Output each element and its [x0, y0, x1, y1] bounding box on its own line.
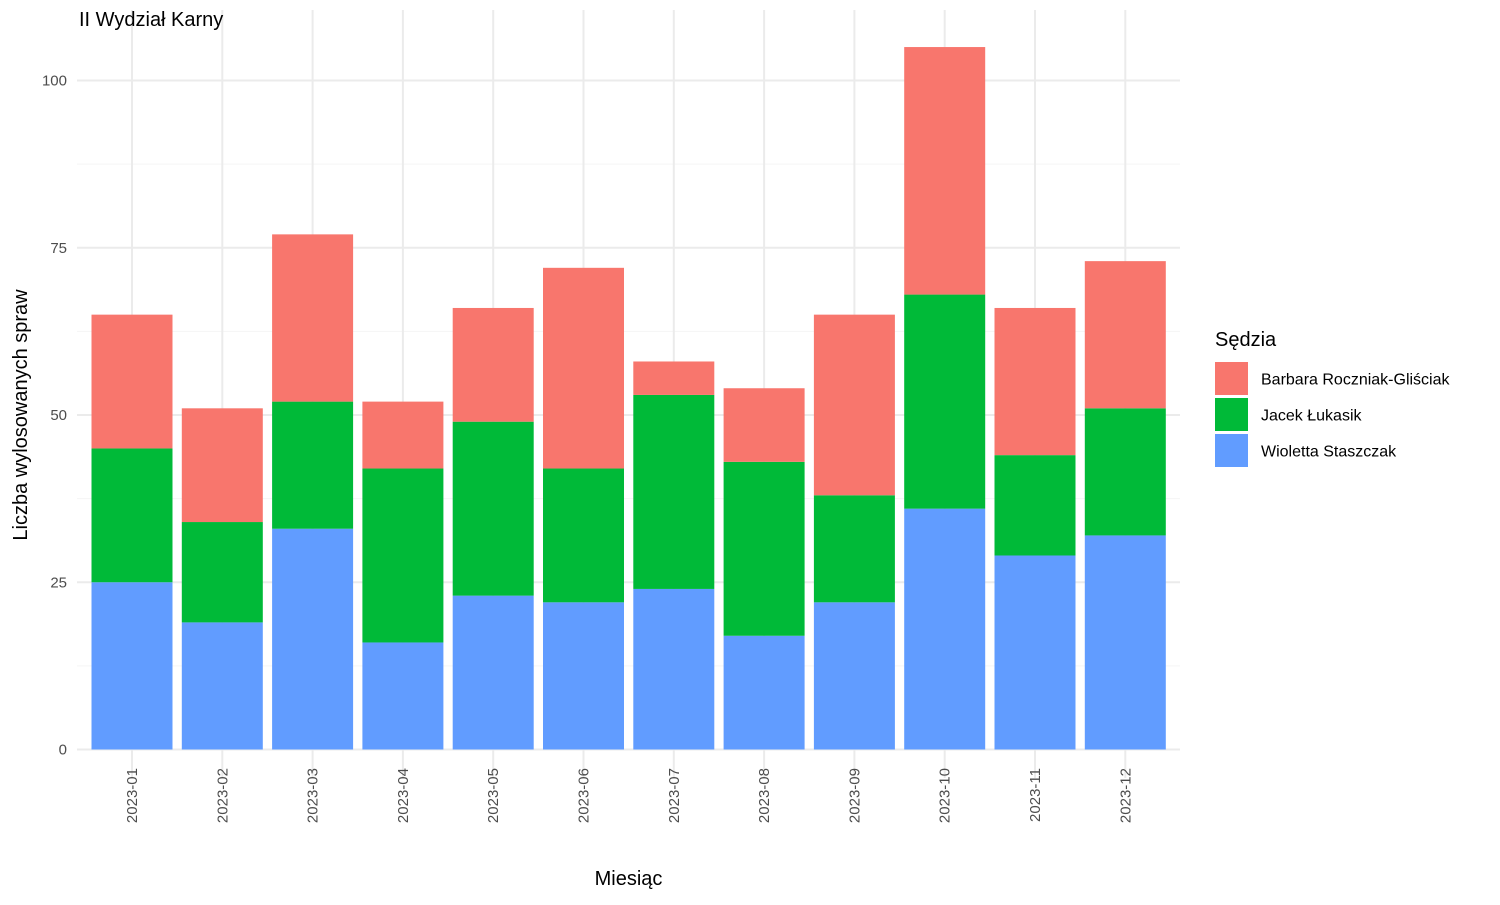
legend-key	[1215, 434, 1248, 467]
x-tick-label: 2023-02	[214, 768, 231, 823]
legend-key	[1215, 398, 1248, 431]
bar-segment: Jacek Łukasik 2023-04: 26	[362, 468, 444, 643]
x-tick-label: 2023-06	[576, 768, 593, 823]
y-tick-label: 0	[59, 742, 67, 759]
bar-segment: Wioletta Staszczak 2023-08: 17	[723, 635, 805, 750]
x-axis-ticks: 2023-01 2023-02 2023-03 2023-04 2023-05 2023-…	[124, 768, 1134, 823]
bar-segment: Jacek Łukasik 2023-02: 15	[181, 522, 263, 623]
bar-segment: Wioletta Staszczak 2023-10: 36	[904, 508, 986, 750]
bar-segment: Wioletta Staszczak 2023-02: 19	[181, 622, 263, 750]
y-tick-label: 50	[50, 407, 67, 424]
bar-segment: Barbara Roczniak-Gliściak 2023-11: 22	[994, 307, 1076, 456]
x-tick-label: 2023-12	[1117, 768, 1134, 823]
bar-segment: Jacek Łukasik 2023-07: 29	[633, 394, 715, 589]
legend-label: Barbara Roczniak-Gliściak	[1261, 372, 1451, 389]
legend-label: Jacek Łukasik	[1261, 408, 1362, 425]
bar-segment: Jacek Łukasik 2023-11: 15	[994, 455, 1076, 556]
x-tick-label: 2023-03	[305, 768, 322, 823]
bar-segment: Wioletta Staszczak 2023-03: 33	[272, 528, 354, 750]
y-tick-label: 25	[50, 574, 67, 591]
y-axis-ticks: 0 25 50 75 100	[42, 73, 67, 759]
bar-segment: Barbara Roczniak-Gliściak 2023-10: 37	[904, 47, 986, 295]
legend-title: Sędzia	[1215, 329, 1277, 351]
bar-segment: Jacek Łukasik 2023-09: 16	[813, 495, 895, 603]
y-tick-label: 100	[42, 73, 67, 90]
bar-segment: Jacek Łukasik 2023-08: 26	[723, 461, 805, 636]
bar-segment: Wioletta Staszczak 2023-05: 23	[452, 595, 534, 750]
bar-segment: Jacek Łukasik 2023-06: 20	[543, 468, 624, 603]
bars: Wioletta Staszczak 2023-01: 25Jacek Łuka…	[91, 47, 1166, 750]
bar-segment: Wioletta Staszczak 2023-06: 22	[543, 602, 624, 750]
bar-segment: Barbara Roczniak-Gliściak 2023-08: 11	[723, 388, 805, 462]
x-axis-title: Miesiąc	[595, 868, 663, 890]
bar-segment: Barbara Roczniak-Gliściak 2023-03: 25	[272, 234, 354, 402]
bar-segment: Barbara Roczniak-Gliściak 2023-09: 27	[813, 314, 895, 496]
bar-segment: Wioletta Staszczak 2023-07: 24	[633, 588, 715, 750]
bar-segment: Jacek Łukasik 2023-12: 19	[1084, 408, 1166, 536]
bar-segment: Wioletta Staszczak 2023-01: 25	[91, 582, 173, 750]
bar-segment: Barbara Roczniak-Gliściak 2023-04: 10	[362, 401, 444, 469]
bar-segment: Wioletta Staszczak 2023-12: 32	[1084, 535, 1166, 750]
x-tick-label: 2023-01	[124, 768, 141, 823]
x-tick-label: 2023-11	[1027, 768, 1044, 822]
bar-segment: Wioletta Staszczak 2023-04: 16	[362, 642, 444, 750]
x-tick-label: 2023-04	[395, 768, 412, 823]
y-tick-label: 75	[50, 240, 67, 257]
bar-segment: Jacek Łukasik 2023-01: 20	[91, 448, 173, 583]
bar-segment: Jacek Łukasik 2023-05: 26	[452, 421, 534, 596]
y-axis-title: Liczba wylosowanych spraw	[10, 289, 32, 541]
bar-segment: Barbara Roczniak-Gliściak 2023-01: 20	[91, 314, 173, 449]
bar-segment: Wioletta Staszczak 2023-11: 29	[994, 555, 1076, 750]
legend: Sędzia Barbara Roczniak-Gliściak Jacek Łu…	[1215, 329, 1451, 467]
x-tick-label: 2023-08	[756, 768, 773, 823]
bar-segment: Barbara Roczniak-Gliściak 2023-07: 5	[633, 361, 715, 395]
x-tick-label: 2023-10	[937, 768, 954, 823]
x-tick-label: 2023-09	[846, 768, 863, 823]
bar-segment: Barbara Roczniak-Gliściak 2023-06: 30	[543, 267, 624, 469]
x-tick-label: 2023-07	[666, 768, 683, 823]
bar-segment: Wioletta Staszczak 2023-09: 22	[813, 602, 895, 750]
bar-segment: Barbara Roczniak-Gliściak 2023-12: 22	[1084, 261, 1166, 409]
bar-segment: Jacek Łukasik 2023-10: 32	[904, 294, 986, 509]
legend-key	[1215, 362, 1248, 395]
x-tick-label: 2023-05	[485, 768, 502, 823]
chart-title: II Wydział Karny	[79, 9, 223, 31]
legend-label: Wioletta Staszczak	[1261, 444, 1397, 461]
bar-segment: Jacek Łukasik 2023-03: 19	[272, 401, 354, 529]
bar-segment: Barbara Roczniak-Gliściak 2023-02: 17	[181, 408, 263, 523]
bar-segment: Barbara Roczniak-Gliściak 2023-05: 17	[452, 307, 534, 422]
